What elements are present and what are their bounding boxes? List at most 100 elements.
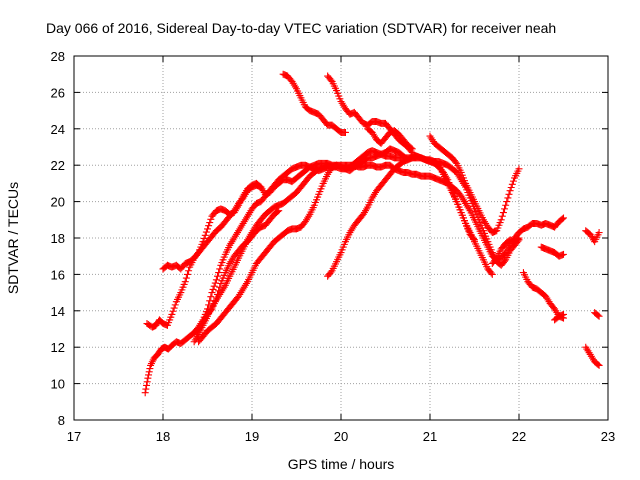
data-point (207, 215, 215, 223)
data-point (215, 287, 223, 295)
series-track-h (279, 70, 349, 136)
data-point (143, 381, 151, 389)
data-point (506, 187, 514, 195)
data-point (145, 368, 153, 376)
data-point (214, 272, 222, 280)
data-point (327, 268, 335, 276)
data-point (208, 289, 216, 297)
data-point (145, 371, 153, 379)
data-point (141, 389, 149, 397)
data-point (214, 290, 222, 298)
data-point (209, 285, 217, 293)
y-tick-label: 18 (51, 231, 65, 246)
data-point (501, 257, 509, 265)
data-point (407, 144, 415, 152)
data-point (594, 360, 602, 368)
grid (74, 56, 608, 420)
data-point (515, 165, 523, 173)
y-tick-label: 22 (51, 158, 65, 173)
data-point (143, 378, 151, 386)
y-tick-label: 14 (51, 304, 65, 319)
data-point (182, 274, 190, 282)
data-point (168, 310, 176, 318)
data-point (202, 228, 210, 236)
y-tick-label: 20 (51, 195, 65, 210)
data-point (507, 183, 515, 191)
y-tick-label: 28 (51, 49, 65, 64)
data-point (558, 215, 566, 223)
data-point (201, 231, 209, 239)
x-tick-label: 20 (334, 429, 348, 444)
data-point (560, 214, 567, 222)
series-track-e (159, 181, 265, 273)
data-point (595, 312, 603, 320)
series-track-n (537, 243, 567, 260)
data-point (206, 219, 214, 227)
y-tick-label: 26 (51, 85, 65, 100)
x-tick-label: 21 (423, 429, 437, 444)
data-point (497, 216, 505, 224)
series-track-r (591, 309, 603, 320)
series-track-k (426, 132, 523, 237)
data-point (488, 270, 496, 278)
data-point (205, 222, 213, 230)
series-track-g (195, 161, 341, 346)
chart-title: Day 066 of 2016, Sidereal Day-to-day VTE… (46, 20, 556, 36)
data-point (215, 269, 223, 277)
data-point (560, 250, 567, 258)
x-tick-label: 18 (156, 429, 170, 444)
data-point (505, 190, 513, 198)
data-point (499, 209, 507, 217)
data-point (212, 294, 220, 302)
data-point (501, 205, 509, 213)
data-point (207, 293, 215, 301)
y-tick-label: 8 (58, 413, 65, 428)
x-tick-label: 17 (67, 429, 81, 444)
y-tick-label: 10 (51, 377, 65, 392)
series-track-l (488, 234, 523, 267)
data-point (492, 255, 500, 263)
data-point (408, 145, 416, 153)
data-point (275, 207, 283, 215)
data-point (146, 365, 154, 373)
data-point (487, 269, 495, 277)
data-point (169, 307, 177, 315)
series-track-q (582, 343, 603, 369)
series-track-j (364, 125, 416, 153)
y-tick-label: 16 (51, 267, 65, 282)
data-point (257, 183, 265, 191)
data-point (509, 177, 517, 185)
data-point (274, 208, 282, 216)
data-points (141, 70, 603, 397)
data-point (341, 128, 349, 136)
x-tick-labels: 17 18 19 20 21 22 23 (67, 429, 615, 444)
data-point (560, 310, 567, 318)
x-tick-label: 22 (512, 429, 526, 444)
data-point (212, 276, 220, 284)
data-point (595, 361, 603, 369)
data-point (144, 374, 152, 382)
data-point (142, 385, 150, 393)
data-point (514, 235, 522, 243)
series-track-p (582, 227, 603, 246)
x-tick-label: 19 (245, 429, 259, 444)
data-point (452, 158, 460, 166)
data-point (204, 225, 211, 233)
data-point (504, 194, 512, 202)
data-point (333, 161, 341, 169)
data-point (207, 306, 215, 314)
data-point (181, 278, 189, 286)
data-point (498, 212, 506, 220)
y-tick-label: 12 (51, 340, 65, 355)
series-track-f (190, 207, 283, 337)
series-track-o (551, 310, 567, 324)
data-point (185, 267, 193, 275)
data-point (170, 304, 178, 312)
x-tick-label: 23 (601, 429, 615, 444)
data-point (595, 229, 603, 237)
series-track-m (519, 269, 567, 322)
data-point (210, 282, 218, 290)
y-axis-label: SDTVAR / TECUs (5, 182, 21, 294)
data-point (216, 283, 224, 291)
y-tick-labels: 8 10 12 14 16 18 20 22 24 26 28 (51, 49, 65, 428)
